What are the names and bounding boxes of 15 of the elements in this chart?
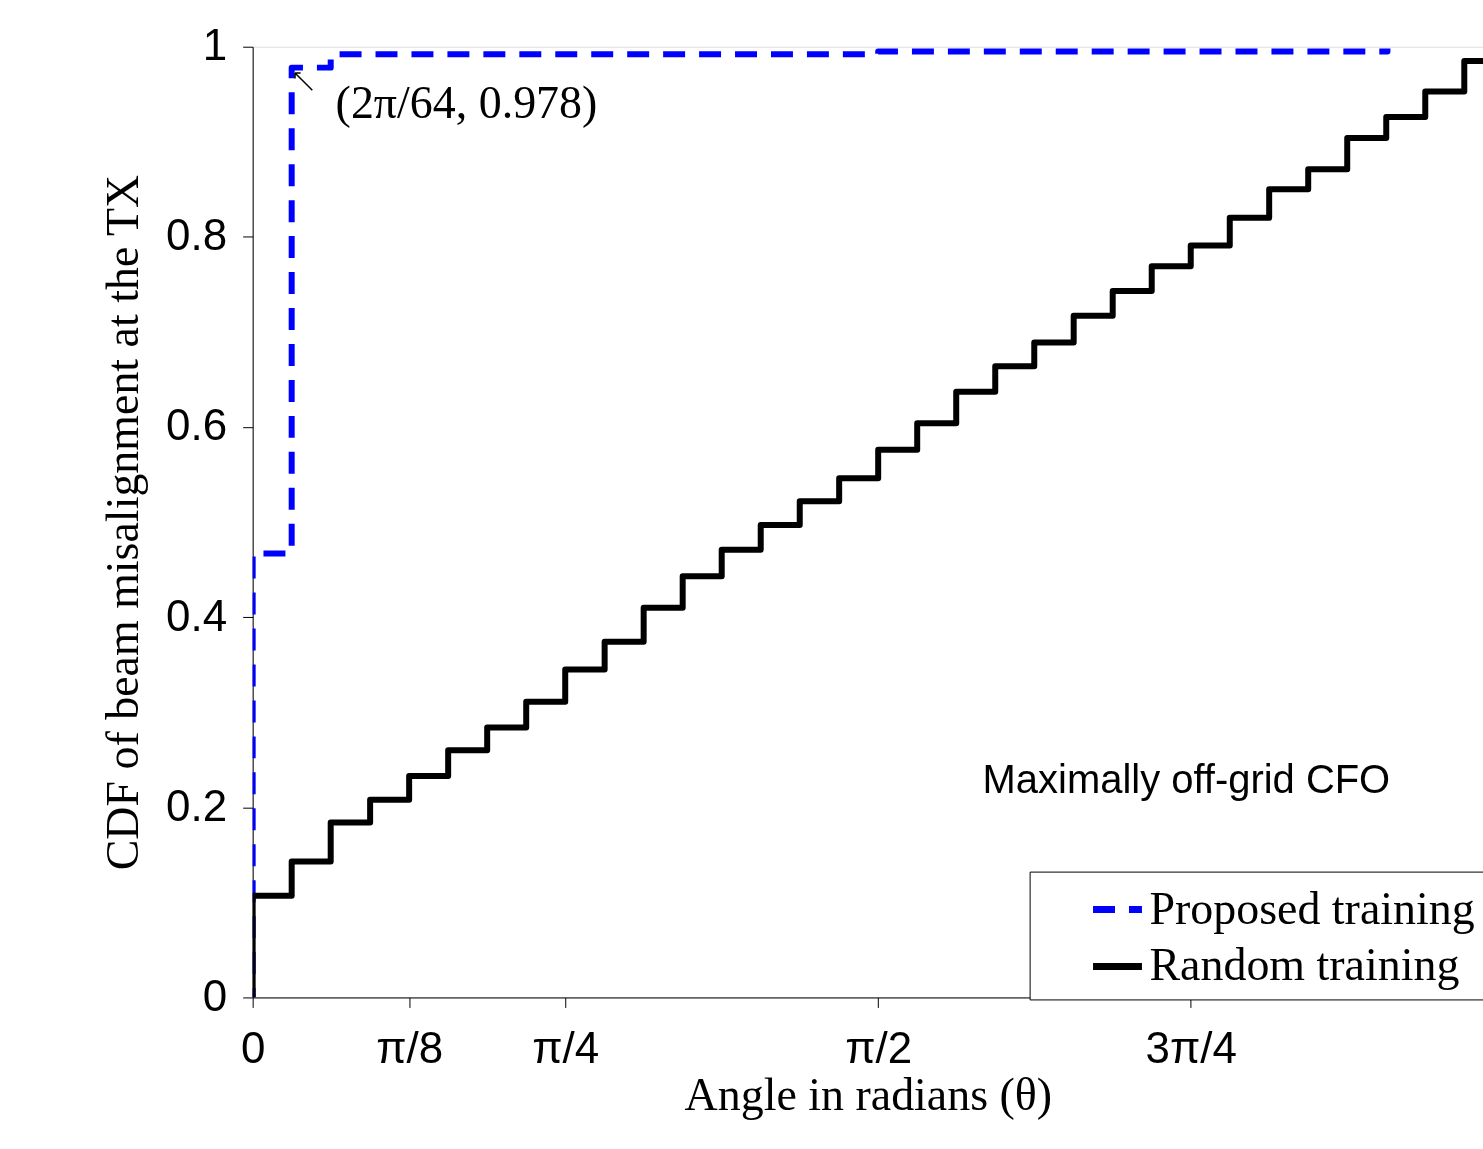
x-tick-label: 0 [240,1022,266,1072]
y-tick-label: 1 [202,20,228,70]
y-tick-label: 0.8 [166,210,228,260]
y-axis-title: CDF of beam misalignment at the TX [97,174,149,871]
annotation: (2π/64, 0.978) [335,76,598,128]
x-tick-label: π/4 [532,1022,600,1072]
y-tick-label: 0.4 [166,590,228,640]
annotation: Maximally off-grid CFO [982,756,1391,801]
y-tick-label: 0 [202,970,228,1020]
y-tick-label: 0.2 [166,780,228,830]
legend-label: Proposed training [1149,882,1475,934]
x-tick-label: π/8 [376,1022,444,1072]
legend-label: Random training [1149,939,1460,991]
y-tick-label: 0.6 [166,400,228,450]
x-tick-label: 3π/4 [1145,1022,1237,1072]
